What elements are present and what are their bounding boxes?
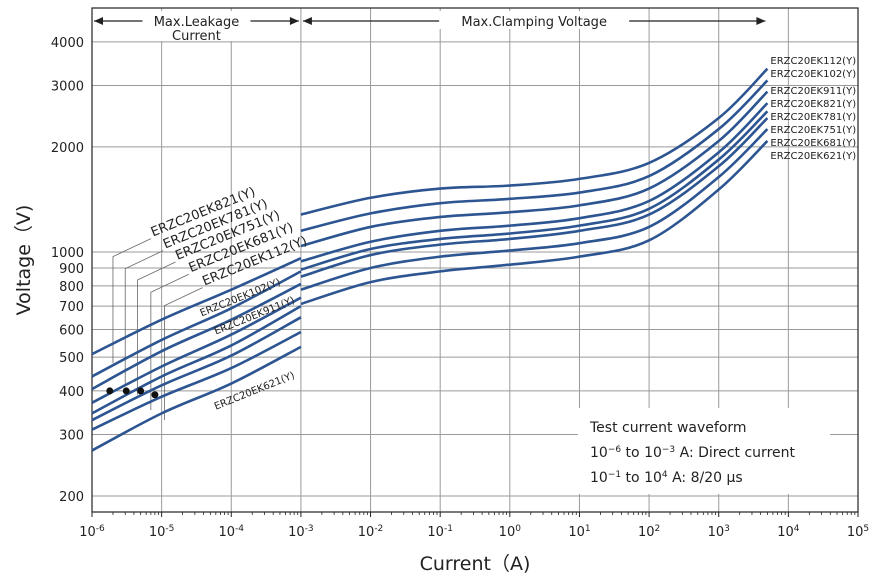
y-axis-title: Voltage（V)	[13, 205, 35, 316]
clamping-curve	[300, 102, 769, 263]
x-axis-title: Current（A)	[420, 553, 531, 575]
clamping-curve	[300, 79, 769, 233]
y-tick-label: 2000	[51, 141, 84, 156]
x-tick-label: 10-1	[427, 524, 453, 540]
leakage-curve	[91, 296, 302, 404]
series-label-right: ERZC20EK681(Y)	[770, 138, 856, 149]
leader-line	[164, 287, 203, 421]
clamping-curve	[300, 67, 769, 216]
region-arrow-head-right	[756, 17, 766, 25]
x-tick-label: 103	[708, 524, 730, 540]
leakage-curve	[91, 304, 302, 415]
x-tick-label: 102	[638, 524, 660, 540]
y-tick-label: 600	[59, 323, 84, 338]
series-label-right: ERZC20EK112(Y)	[770, 56, 856, 67]
region-arrow-head-right	[289, 17, 299, 25]
clamping-curve	[300, 117, 769, 278]
y-tick-label: 1000	[51, 246, 84, 261]
x-tick-label: 10-4	[219, 524, 245, 540]
leakage-curve	[91, 316, 302, 422]
plot-frame	[91, 7, 859, 513]
region-label-bg	[142, 11, 251, 41]
y-tick-label: 300	[59, 429, 84, 444]
leakage-curve	[91, 330, 302, 431]
leakage-reference-dot	[122, 387, 130, 395]
leakage-reference-dot	[106, 387, 114, 395]
x-tick-label: 10-6	[79, 524, 105, 540]
note-title: Test current waveform	[589, 420, 747, 436]
series-label-right: ERZC20EK751(Y)	[770, 125, 856, 136]
clamping-curve	[300, 128, 769, 291]
note-line-dc: 10−6 to 10−3 A: Direct current	[590, 445, 796, 461]
leakage-curve	[91, 345, 302, 452]
leakage-reference-dot	[151, 391, 159, 399]
y-tick-label: 800	[59, 280, 84, 295]
x-tick-label: 10-5	[149, 524, 175, 540]
region-label-bg	[439, 11, 630, 29]
y-tick-label: 400	[59, 385, 84, 400]
leakage-curve	[91, 270, 302, 378]
y-tick-label: 4000	[51, 36, 84, 51]
series-label-right: ERZC20EK781(Y)	[770, 112, 856, 123]
leader-line	[112, 238, 152, 364]
x-tick-label: 101	[568, 524, 590, 540]
series-label-right: ERZC20EK102(Y)	[770, 69, 856, 80]
leakage-reference-dot	[137, 387, 145, 395]
y-tick-label: 900	[59, 262, 84, 277]
leader-line	[124, 250, 164, 384]
region-label: Max.Leakage	[154, 15, 240, 30]
region-label: Max.Clamping Voltage	[461, 15, 607, 30]
clamping-curve	[300, 90, 769, 248]
region-arrow-head-left	[94, 17, 103, 25]
x-tick-label: 104	[777, 524, 800, 540]
y-tick-label: 3000	[51, 79, 84, 94]
series-label-right: ERZC20EK821(Y)	[770, 99, 856, 110]
note-line-pulse: 10−1 to 104 A: 8/20 μs	[590, 470, 743, 486]
region-arrow-head-left	[302, 17, 312, 25]
y-tick-label: 500	[59, 351, 84, 366]
clamping-curve	[300, 110, 769, 271]
x-tick-label: 105	[847, 524, 869, 540]
x-tick-label: 10-3	[288, 524, 314, 540]
leakage-curve	[91, 282, 302, 391]
y-tick-label: 200	[59, 490, 84, 505]
series-label-right: ERZC20EK911(Y)	[770, 86, 856, 97]
x-tick-label: 100	[499, 524, 522, 540]
x-tick-label: 10-2	[358, 524, 384, 540]
note-box	[578, 408, 830, 494]
region-label-line2: Current	[172, 29, 221, 44]
leader-line	[137, 261, 176, 395]
series-label-right: ERZC20EK621(Y)	[770, 151, 856, 162]
y-tick-label: 700	[59, 300, 84, 315]
clamping-curve	[300, 140, 769, 306]
leakage-curve	[91, 257, 302, 356]
